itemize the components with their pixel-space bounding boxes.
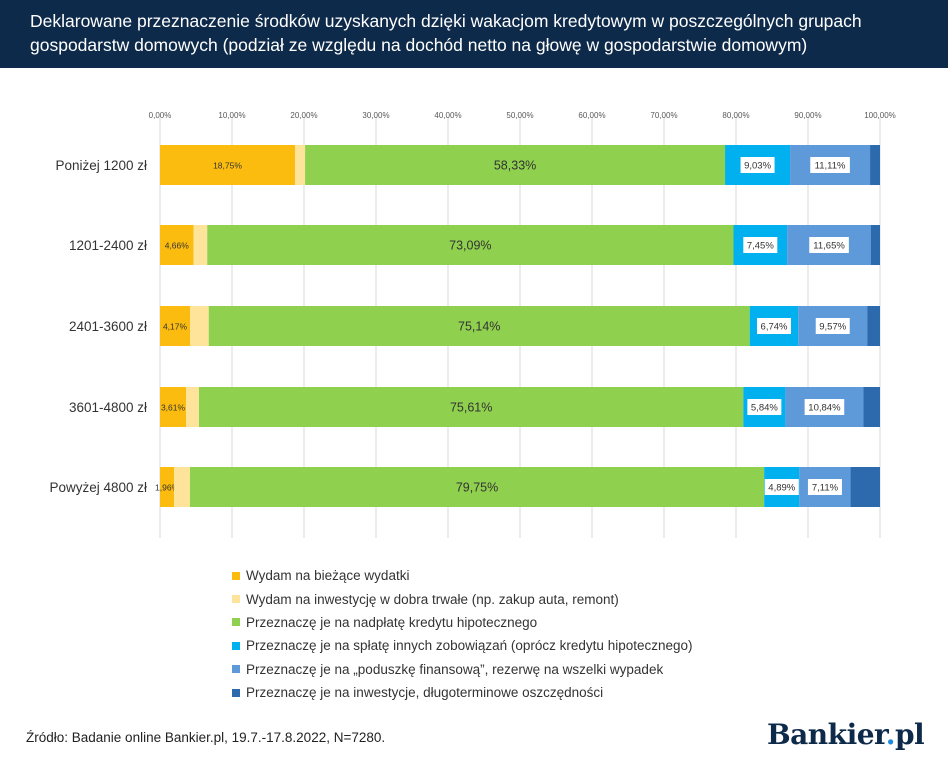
bar-segment <box>850 467 880 507</box>
x-tick-label: 100,00% <box>864 111 896 120</box>
data-label: 1,96% <box>155 483 180 493</box>
bar-segment <box>208 306 750 346</box>
x-tick-label: 40,00% <box>434 111 461 120</box>
x-tick-label: 10,00% <box>218 111 245 120</box>
data-label: 18,75% <box>213 161 242 171</box>
legend-label: Przeznaczę je na „poduszkę finansową”, r… <box>246 661 664 677</box>
data-label: 79,75% <box>456 481 498 495</box>
data-label: 11,65% <box>813 241 845 252</box>
legend: Wydam na bieżące wydatki Wydam na inwesty… <box>232 564 693 704</box>
data-label: 10,84% <box>808 403 841 414</box>
legend-swatch <box>232 571 240 580</box>
x-tick-label: 70,00% <box>650 111 677 120</box>
category-label: Powyżej 4800 zł <box>49 480 147 495</box>
x-tick-label: 30,00% <box>362 111 389 120</box>
data-label: 4,66% <box>165 241 190 251</box>
bar-segment <box>305 145 726 185</box>
legend-item: Przeznaczę je na spłatę innych zobowiąza… <box>232 634 693 657</box>
data-label: 5,84% <box>751 403 778 414</box>
data-label-box <box>757 318 792 334</box>
bar-segment <box>193 225 208 265</box>
bar-segment <box>863 387 880 427</box>
stacked-bar-chart: 0,00% 10,00% 20,00% 30,00% 40,00% 50,00% 60,00… <box>49 111 896 538</box>
x-tick-label: 20,00% <box>290 111 317 120</box>
legend-swatch <box>232 618 240 627</box>
legend-item: Wydam na inwestycję w dobra trwałe (np. … <box>232 587 693 610</box>
data-label: 11,11% <box>815 161 846 172</box>
legend-item: Przeznaczę je na „poduszkę finansową”, r… <box>232 658 693 681</box>
legend-item: Przeznaczę je na inwestycje, długotermin… <box>232 681 693 704</box>
bar-segment <box>207 225 734 265</box>
x-tick-label: 0,00% <box>149 111 172 120</box>
data-label: 58,33% <box>494 159 536 173</box>
x-tick-label: 50,00% <box>506 111 533 120</box>
bar-segment <box>174 467 190 507</box>
data-label-box <box>815 318 850 334</box>
data-label: 9,03% <box>744 161 771 172</box>
data-label-box <box>804 399 845 415</box>
data-label: 3,61% <box>161 403 186 413</box>
bar-segment <box>871 225 880 265</box>
data-label-box <box>747 399 782 415</box>
bar-segment <box>160 306 191 346</box>
bar-segment <box>295 145 306 185</box>
x-tick-label: 90,00% <box>794 111 821 120</box>
bar-segment <box>160 225 194 265</box>
data-label: 4,89% <box>768 483 795 494</box>
data-label: 6,74% <box>761 322 788 333</box>
data-label-box <box>743 237 778 253</box>
category-label: 2401-3600 zł <box>69 319 147 334</box>
data-label-box <box>764 479 799 495</box>
data-label-box <box>810 157 850 173</box>
data-label: 9,57% <box>819 322 846 333</box>
data-label-box <box>807 479 842 495</box>
legend-label: Przeznaczę je na nadpłatę kredytu hipote… <box>246 614 538 630</box>
category-label: 3601-4800 zł <box>69 400 147 415</box>
bar-segment <box>198 387 744 427</box>
category-label: 1201-2400 zł <box>69 238 147 253</box>
data-label: 7,45% <box>747 241 774 252</box>
legend-label: Wydam na bieżące wydatki <box>246 568 410 584</box>
legend-swatch <box>232 688 240 697</box>
bar-segment <box>867 306 880 346</box>
source-note: Źródło: Badanie online Bankier.pl, 19.7.… <box>26 730 386 745</box>
bar-segment <box>190 306 209 346</box>
bar-segment <box>870 145 880 185</box>
chart-title-line-1: Deklarowane przeznaczenie środków uzyska… <box>30 11 862 31</box>
bar-segment <box>185 387 199 427</box>
data-label: 7,11% <box>812 483 839 494</box>
data-label: 75,14% <box>458 320 500 334</box>
legend-swatch <box>232 641 240 650</box>
data-label-box <box>809 237 849 253</box>
legend-label: Wydam na inwestycję w dobra trwałe (np. … <box>246 591 619 607</box>
bar-segment <box>160 467 175 507</box>
legend-label: Przeznaczę je na spłatę innych zobowiąza… <box>246 638 693 654</box>
legend-label: Przeznaczę je na inwestycje, długotermin… <box>246 685 604 701</box>
legend-item: Przeznaczę je na nadpłatę kredytu hipote… <box>232 611 693 634</box>
x-tick-label: 60,00% <box>578 111 605 120</box>
data-label: 75,61% <box>450 401 492 415</box>
bar-segment <box>160 145 295 185</box>
bar-segment <box>160 387 186 427</box>
title-banner: Deklarowane przeznaczenie środków uzyska… <box>0 0 948 68</box>
chart-title-line-2: gospodarstw domowych (podział ze względu… <box>30 35 808 55</box>
data-label-box <box>740 157 775 173</box>
legend-swatch <box>232 665 240 674</box>
bankier-logo: Bankier.pl <box>767 718 925 751</box>
legend-item: Wydam na bieżące wydatki <box>232 564 693 587</box>
category-label: Poniżej 1200 zł <box>55 158 147 173</box>
data-label: 73,09% <box>449 239 491 253</box>
legend-swatch <box>232 595 240 604</box>
bar-segment <box>189 467 765 507</box>
x-tick-label: 80,00% <box>722 111 749 120</box>
data-label: 4,17% <box>163 322 188 332</box>
